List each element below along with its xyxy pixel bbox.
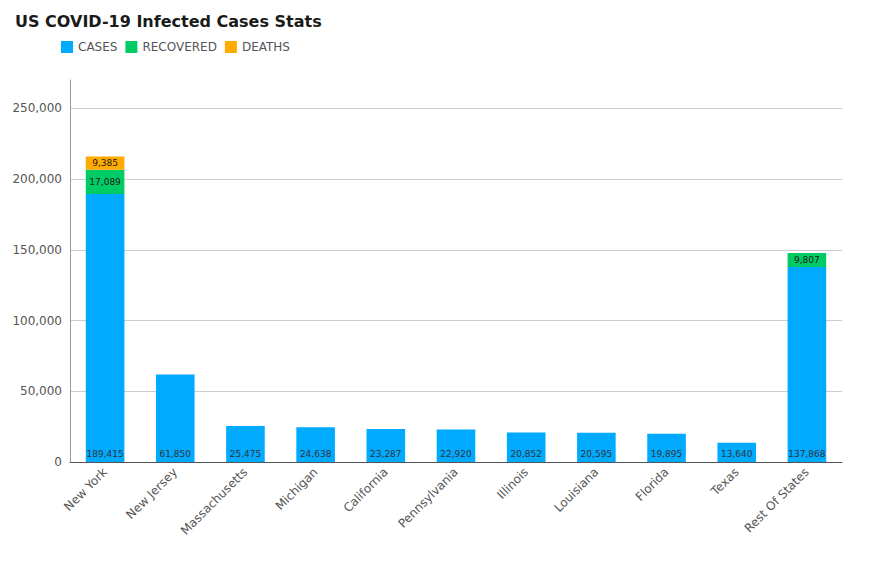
svg-text:137,868: 137,868: [788, 449, 825, 459]
svg-text:17,089: 17,089: [89, 177, 121, 187]
svg-text:20,595: 20,595: [581, 449, 613, 459]
svg-text:0: 0: [54, 455, 62, 469]
svg-text:24,638: 24,638: [300, 449, 332, 459]
svg-text:RECOVERED: RECOVERED: [142, 40, 216, 54]
svg-text:Michigan: Michigan: [273, 465, 321, 513]
svg-text:California: California: [341, 465, 391, 515]
svg-text:Florida: Florida: [633, 465, 672, 504]
svg-text:Illinois: Illinois: [494, 465, 531, 502]
svg-text:New Jersey: New Jersey: [123, 465, 180, 522]
svg-text:Rest Of States: Rest Of States: [742, 465, 812, 535]
svg-text:189,415: 189,415: [86, 449, 123, 459]
svg-text:250,000: 250,000: [12, 101, 62, 115]
svg-text:CASES: CASES: [78, 40, 117, 54]
svg-text:DEATHS: DEATHS: [242, 40, 290, 54]
svg-text:23,287: 23,287: [370, 449, 402, 459]
svg-text:Louisiana: Louisiana: [551, 465, 601, 515]
svg-text:9,385: 9,385: [92, 158, 118, 168]
svg-text:Texas: Texas: [708, 465, 742, 499]
svg-text:Massachusetts: Massachusetts: [178, 465, 251, 538]
svg-text:13,640: 13,640: [721, 449, 753, 459]
svg-text:100,000: 100,000: [12, 314, 62, 328]
svg-text:50,000: 50,000: [20, 384, 62, 398]
svg-text:20,852: 20,852: [510, 449, 542, 459]
svg-text:Pennsylvania: Pennsylvania: [395, 465, 461, 531]
svg-text:US COVID-19 Infected Cases Sta: US COVID-19 Infected Cases Stats: [15, 12, 322, 31]
svg-text:19,895: 19,895: [651, 449, 683, 459]
svg-text:61,850: 61,850: [160, 449, 192, 459]
svg-text:New York: New York: [61, 465, 110, 514]
svg-text:9,807: 9,807: [794, 255, 820, 265]
svg-text:25,475: 25,475: [230, 449, 262, 459]
svg-text:150,000: 150,000: [12, 243, 62, 257]
svg-text:22,920: 22,920: [440, 449, 472, 459]
svg-text:200,000: 200,000: [12, 172, 62, 186]
